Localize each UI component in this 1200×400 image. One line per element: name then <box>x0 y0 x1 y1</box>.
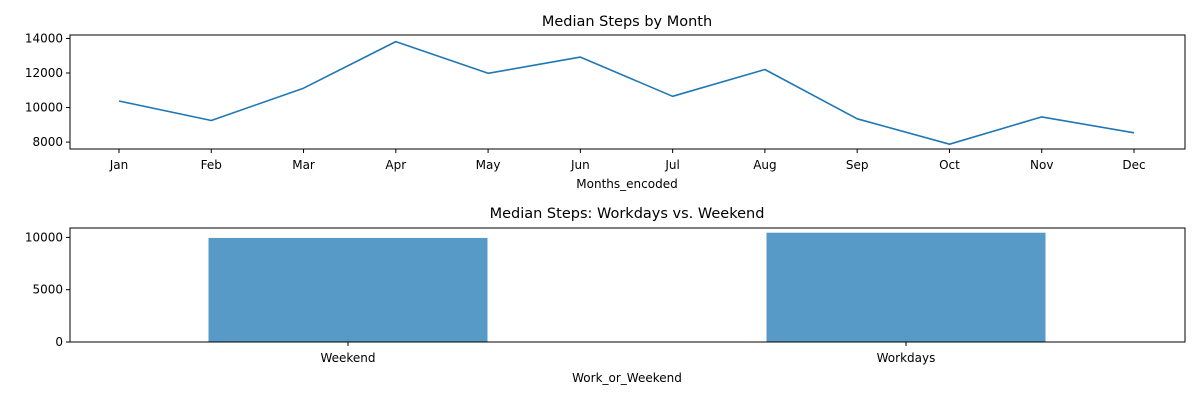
bar <box>208 237 488 342</box>
x-tick-label: Sep <box>846 158 869 172</box>
x-axis: Jan Feb Mar Apr May Jun Jul Aug Sep Oct Nov Dec <box>109 149 1146 172</box>
x-axis: Weekend Workdays <box>320 342 935 365</box>
x-tick-label: Nov <box>1030 158 1053 172</box>
y-tick-label: 10000 <box>25 101 63 115</box>
chart-title: Median Steps: Workdays vs. Weekend <box>490 206 765 222</box>
x-tick-label: Aug <box>753 158 776 172</box>
plot-frame <box>69 34 1186 150</box>
series-group <box>118 40 1135 145</box>
x-tick-label: Feb <box>201 158 222 172</box>
x-tick-label: Jan <box>109 158 129 172</box>
y-tick-label: 12000 <box>25 66 63 80</box>
y-tick-label: 8000 <box>32 135 63 149</box>
x-tick-label: Jul <box>664 158 679 172</box>
y-tick-label: 0 <box>55 335 63 349</box>
y-tick-label: 5000 <box>32 283 63 297</box>
y-tick-label: 10000 <box>25 230 63 244</box>
x-tick-label: May <box>476 158 501 172</box>
series-line <box>118 40 1135 145</box>
x-tick-label: Oct <box>939 158 960 172</box>
line-chart: Median Steps by Month 8000 10000 12000 1400… <box>25 14 1186 191</box>
y-axis: 8000 10000 12000 14000 <box>25 31 70 149</box>
bars-group <box>208 232 1046 342</box>
x-tick-label: Mar <box>292 158 315 172</box>
chart-title: Median Steps by Month <box>542 14 712 30</box>
plot-frame <box>69 227 1186 343</box>
x-tick-label: Dec <box>1122 158 1145 172</box>
x-axis-label: Work_or_Weekend <box>572 371 682 385</box>
y-tick-label: 14000 <box>25 31 63 45</box>
bar-chart: Median Steps: Workdays vs. Weekend 0 5000… <box>25 206 1186 385</box>
x-tick-label: Apr <box>385 158 406 172</box>
x-axis-label: Months_encoded <box>576 177 677 191</box>
x-tick-label: Weekend <box>320 351 375 365</box>
x-tick-label: Workdays <box>877 351 936 365</box>
x-tick-label: Jun <box>570 158 590 172</box>
y-axis: 0 5000 10000 <box>25 230 70 349</box>
bar <box>766 232 1046 342</box>
